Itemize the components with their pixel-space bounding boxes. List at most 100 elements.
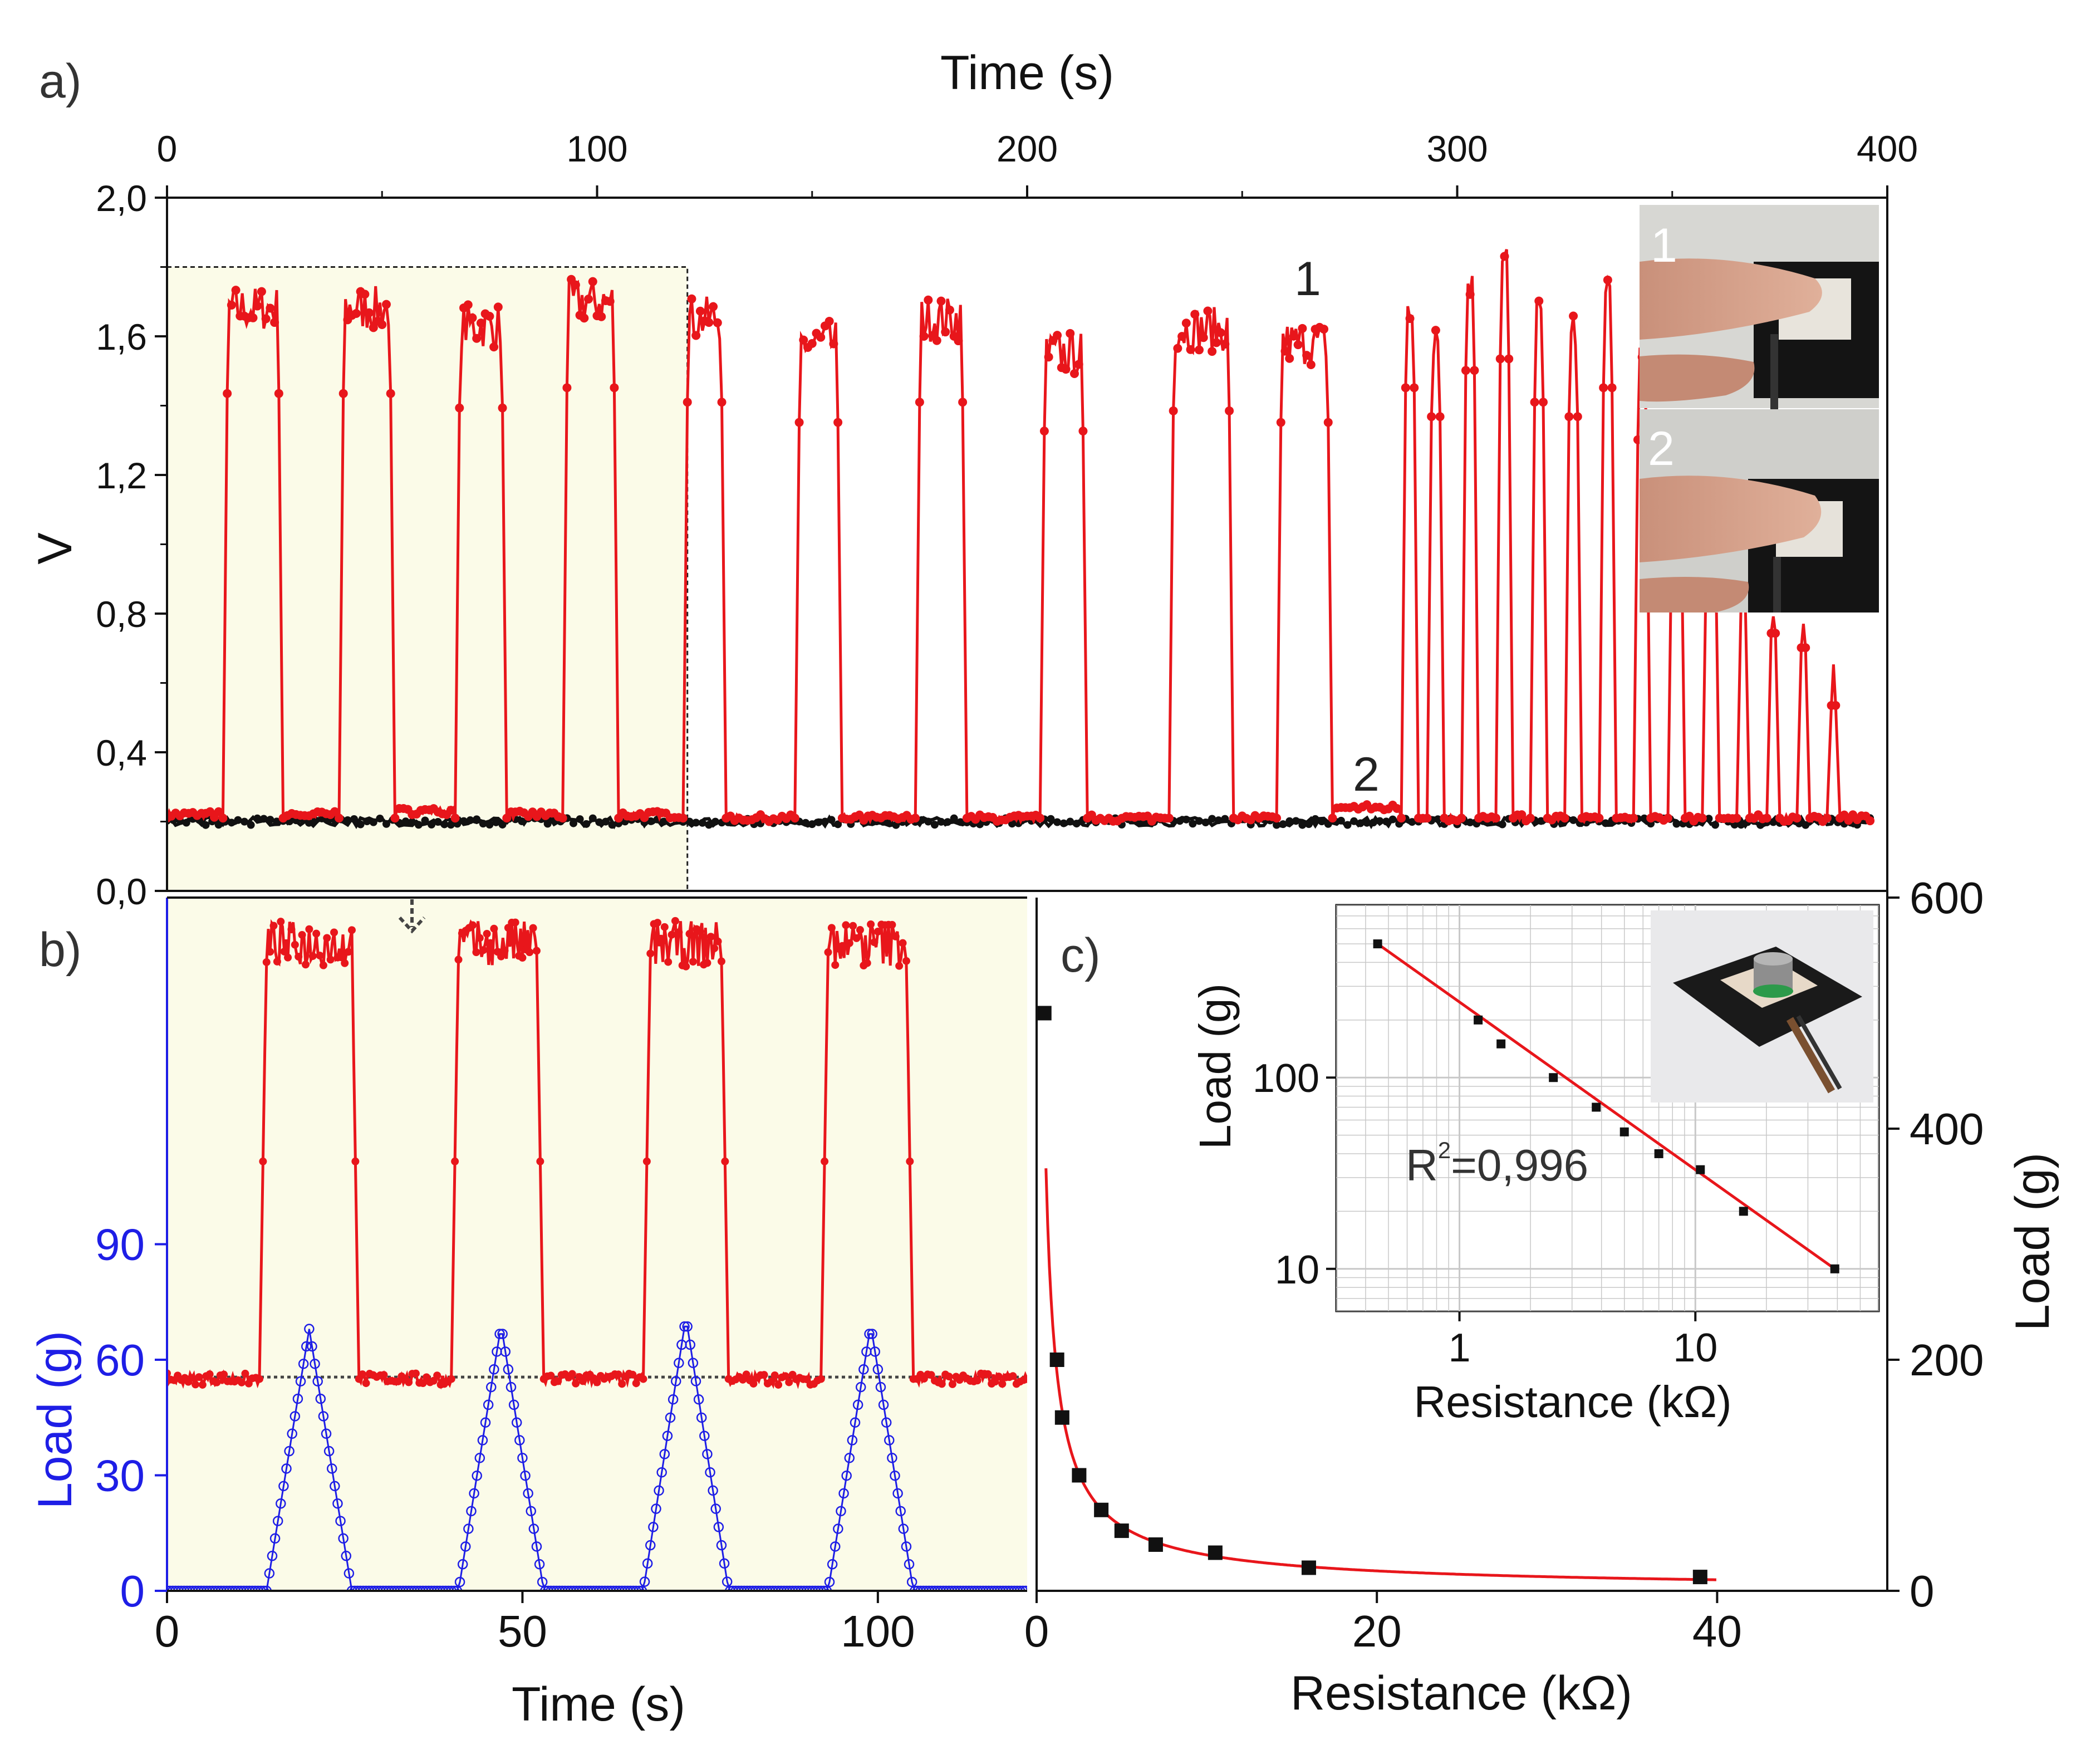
load-point	[759, 1585, 769, 1591]
series-2-point	[1705, 815, 1713, 823]
series-2-point	[601, 817, 610, 826]
load-point	[551, 1585, 562, 1591]
panel-b-ylabel: Load (g)	[28, 1331, 82, 1509]
b-ytick-label: 60	[95, 1335, 145, 1385]
sensor-photo	[1651, 910, 1873, 1102]
series-1-point	[1525, 814, 1535, 823]
series-1-point	[1039, 427, 1049, 436]
series-1-point	[558, 814, 567, 823]
b-xtick-label: 0	[155, 1606, 180, 1656]
load-point	[904, 1559, 915, 1570]
voltage-point	[849, 922, 857, 930]
load-point	[935, 1585, 946, 1591]
load-point	[847, 1435, 858, 1445]
series-1-point	[1203, 306, 1213, 316]
voltage-point	[198, 1380, 207, 1389]
load-point	[523, 1488, 533, 1499]
series-2-point	[1343, 821, 1352, 829]
load-point	[634, 1585, 645, 1591]
series-2-point	[1498, 820, 1506, 829]
load-point	[656, 1467, 667, 1478]
voltage-point	[490, 924, 498, 933]
load-point	[1012, 1585, 1023, 1591]
voltage-point	[518, 954, 527, 962]
load-point	[528, 1523, 539, 1534]
series-1-point	[338, 389, 348, 398]
load-point	[372, 1585, 383, 1591]
panel-a-xlabel: Time (s)	[940, 46, 1114, 100]
voltage-point	[895, 962, 904, 970]
load-point	[364, 1585, 374, 1591]
load-point	[346, 1585, 357, 1591]
series-1-point	[915, 398, 924, 407]
load-point	[915, 1585, 926, 1591]
series-2-point	[1182, 815, 1190, 824]
load-point	[670, 1376, 681, 1386]
load-point	[645, 1540, 656, 1551]
voltage-point	[646, 949, 655, 958]
load-point	[253, 1585, 263, 1591]
load-point	[474, 1453, 485, 1463]
load-point	[397, 1585, 409, 1591]
series-2-point	[1318, 817, 1326, 826]
voltage-point	[536, 1157, 544, 1165]
voltage-point	[770, 1371, 779, 1379]
series-2-point	[518, 817, 526, 825]
series-1-point	[266, 303, 275, 313]
load-point	[787, 1585, 798, 1591]
load-point	[366, 1585, 377, 1591]
load-point	[176, 1585, 187, 1591]
load-point	[833, 1523, 843, 1534]
voltage-point	[362, 1379, 370, 1388]
load-point	[179, 1585, 189, 1591]
voltage-point	[526, 948, 534, 957]
load-point	[267, 1551, 278, 1561]
load-point	[844, 1453, 855, 1463]
series-2-point	[202, 821, 210, 829]
series-2-point	[227, 819, 235, 827]
load-point	[730, 1585, 741, 1591]
load-point	[338, 1533, 349, 1544]
load-point	[431, 1585, 443, 1591]
inset-data-point	[1830, 1264, 1839, 1273]
load-point	[281, 1463, 292, 1474]
series-2-point	[259, 815, 268, 823]
series-1-point	[1831, 700, 1841, 710]
load-point	[227, 1585, 238, 1591]
voltage-point	[785, 1378, 793, 1386]
load-point	[600, 1585, 610, 1591]
voltage-point	[899, 939, 907, 947]
series-1-point	[1328, 814, 1337, 823]
series-1-point	[1560, 814, 1569, 823]
load-point	[887, 1453, 897, 1463]
voltage-point	[938, 1380, 946, 1388]
panel-a-plot	[167, 249, 1875, 830]
series-1-point	[945, 305, 954, 315]
load-point	[699, 1430, 710, 1441]
data-point	[1054, 1410, 1069, 1425]
series-2-point	[570, 819, 578, 827]
series-1-point	[1053, 331, 1062, 340]
voltage-point	[344, 948, 352, 956]
panel-b-axes: 0 50 100 0 30 60 90	[95, 1220, 915, 1657]
panel-b-xlabel: Time (s)	[512, 1678, 685, 1731]
load-point	[713, 1522, 724, 1532]
series-2-point	[369, 818, 377, 826]
load-point	[793, 1585, 804, 1591]
series-1-point	[1061, 365, 1071, 374]
voltage-point	[291, 940, 299, 949]
panel-b-label: b)	[39, 923, 81, 977]
load-point	[636, 1585, 647, 1591]
load-point	[906, 1576, 917, 1587]
load-point	[773, 1585, 784, 1591]
series-1-point	[1169, 406, 1178, 415]
voltage-point	[326, 955, 335, 964]
series-2-point	[1537, 817, 1545, 825]
series-2-point	[711, 817, 719, 826]
load-point	[616, 1585, 627, 1591]
load-point	[756, 1585, 767, 1591]
inset-data-point	[1619, 1127, 1629, 1136]
load-point	[585, 1585, 596, 1591]
voltage-point	[269, 922, 278, 930]
data-point	[1114, 1523, 1129, 1538]
